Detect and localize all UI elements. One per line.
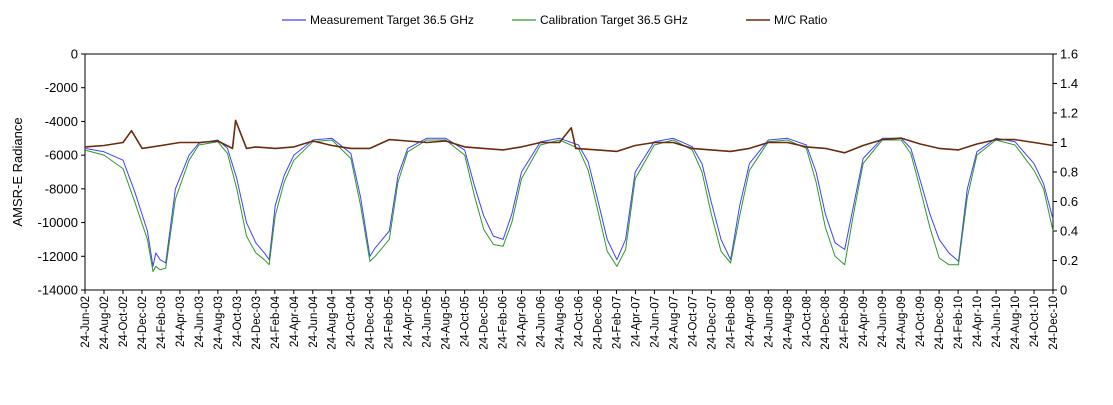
x-tick-label: 24-Oct-04 [346,295,358,347]
x-tick-label: 24-Feb-10 [953,296,965,349]
x-tick-label: 24-Oct-07 [687,296,699,347]
y-tick-label: -14000 [38,283,78,298]
y2-tick-label: 1.4 [1060,76,1078,91]
y-axis-title: AMSR-E Radiance [10,117,25,226]
y-axis: -14000 -12000 -10000 -8000 -6000 -4000 -2000 0 [38,47,85,298]
x-tick-label: 24-Oct-09 [915,296,927,347]
x-tick-label: 24-Oct-10 [1029,296,1041,347]
series-layer [84,119,1054,272]
y-tick-label: -10000 [38,215,78,230]
x-tick-label: 24-Oct-08 [801,296,813,347]
x-tick-label: 24-Feb-08 [725,296,737,349]
x-tick-label: 24-Aug-07 [668,296,680,350]
y2-tick-label: 0.4 [1060,224,1078,239]
x-tick-label: 24-Feb-03 [156,296,168,349]
x-tick-label: 24-Dec-09 [934,296,946,350]
y2-axis: 0 0.2 0.4 0.6 0.8 1 1.2 1.4 1.6 [1053,47,1078,298]
y-tick-label: -6000 [45,148,78,163]
x-tick-label: 24-Jun-05 [422,296,434,348]
x-axis: 24-Jun-02 24-Aug-02 24-Oct-02 24-Dec-02 24-F… [80,290,1060,350]
y2-tick-label: 1.2 [1060,106,1078,121]
y-tick-label: -2000 [45,80,78,95]
y-tick-label: -8000 [45,181,78,196]
x-tick-label: 24-Feb-09 [839,296,851,349]
x-tick-label: 24-Dec-04 [365,295,377,349]
y-tick-label: 0 [71,47,78,62]
x-tick-label: 24-Dec-06 [592,296,604,350]
x-tick-label: 24-Aug-10 [1010,296,1022,350]
x-tick-label: 24-Dec-03 [251,296,263,350]
x-tick-label: 24-Jun-07 [649,296,661,348]
legend-label-measurement: Measurement Target 36.5 GHz [310,13,474,27]
y-tick-label: -12000 [38,249,78,264]
x-tick-label: 24-Apr-05 [403,296,415,347]
x-tick-label: 24-Apr-08 [744,296,756,347]
series-line-ratio [84,119,1054,154]
y2-tick-label: 0.8 [1060,165,1078,180]
x-tick-label: 24-Aug-05 [441,296,453,350]
x-tick-label: 24-Aug-02 [99,296,111,350]
x-tick-label: 24-Apr-09 [858,296,870,347]
x-tick-label: 24-Jun-10 [991,296,1003,348]
x-tick-label: 24-Oct-02 [118,296,130,347]
x-tick-label: 24-Feb-05 [384,296,396,349]
x-tick-label: 24-Dec-05 [479,296,491,350]
x-tick-label: 24-Apr-06 [517,296,529,347]
x-tick-label: 24-Feb-06 [498,296,510,349]
legend-label-calibration: Calibration Target 36.5 GHz [540,13,688,27]
legend-label-ratio: M/C Ratio [774,13,828,27]
x-tick-label: 24-Jun-06 [536,296,548,348]
y2-tick-label: 0 [1060,283,1067,298]
y-tick-label: -4000 [45,114,78,129]
x-tick-label: 24-Apr-04 [289,295,301,347]
x-tick-label: 24-Feb-07 [611,296,623,349]
y2-tick-label: 1.6 [1060,47,1078,62]
plot-area [84,53,1054,291]
x-tick-label: 24-Oct-05 [460,296,472,347]
x-tick-label: 24-Dec-10 [1048,296,1060,350]
x-tick-label: 24-Aug-08 [782,296,794,350]
series-line-measurement [84,137,1054,267]
legend: Measurement Target 36.5 GHz Calibration … [282,13,828,27]
y2-tick-label: 0.2 [1060,253,1078,268]
x-tick-label: 24-Dec-07 [706,296,718,350]
x-tick-label: 24-Oct-06 [573,296,585,347]
x-tick-label: 24-Aug-09 [896,296,908,350]
x-tick-label: 24-Feb-04 [270,295,282,349]
x-tick-label: 24-Dec-02 [137,296,149,350]
x-tick-label: 24-Jun-04 [308,295,320,347]
x-tick-label: 24-Jun-02 [80,296,92,348]
y2-tick-label: 0.6 [1060,194,1078,209]
x-tick-label: 24-Jun-09 [877,296,889,348]
series-line-calibration [84,139,1054,272]
y2-tick-label: 1 [1060,135,1067,150]
x-tick-label: 24-Dec-08 [820,296,832,350]
x-tick-label: 24-Oct-03 [232,296,244,347]
x-tick-label: 24-Jun-08 [763,296,775,348]
x-tick-label: 24-Aug-04 [327,295,339,349]
x-tick-label: 24-Apr-07 [630,296,642,347]
x-tick-label: 24-Aug-06 [555,296,567,350]
x-tick-label: 24-Aug-03 [213,296,225,350]
x-tick-label: 24-Jun-03 [194,296,206,348]
x-tick-label: 24-Apr-10 [972,296,984,347]
x-tick-label: 24-Apr-03 [175,296,187,347]
